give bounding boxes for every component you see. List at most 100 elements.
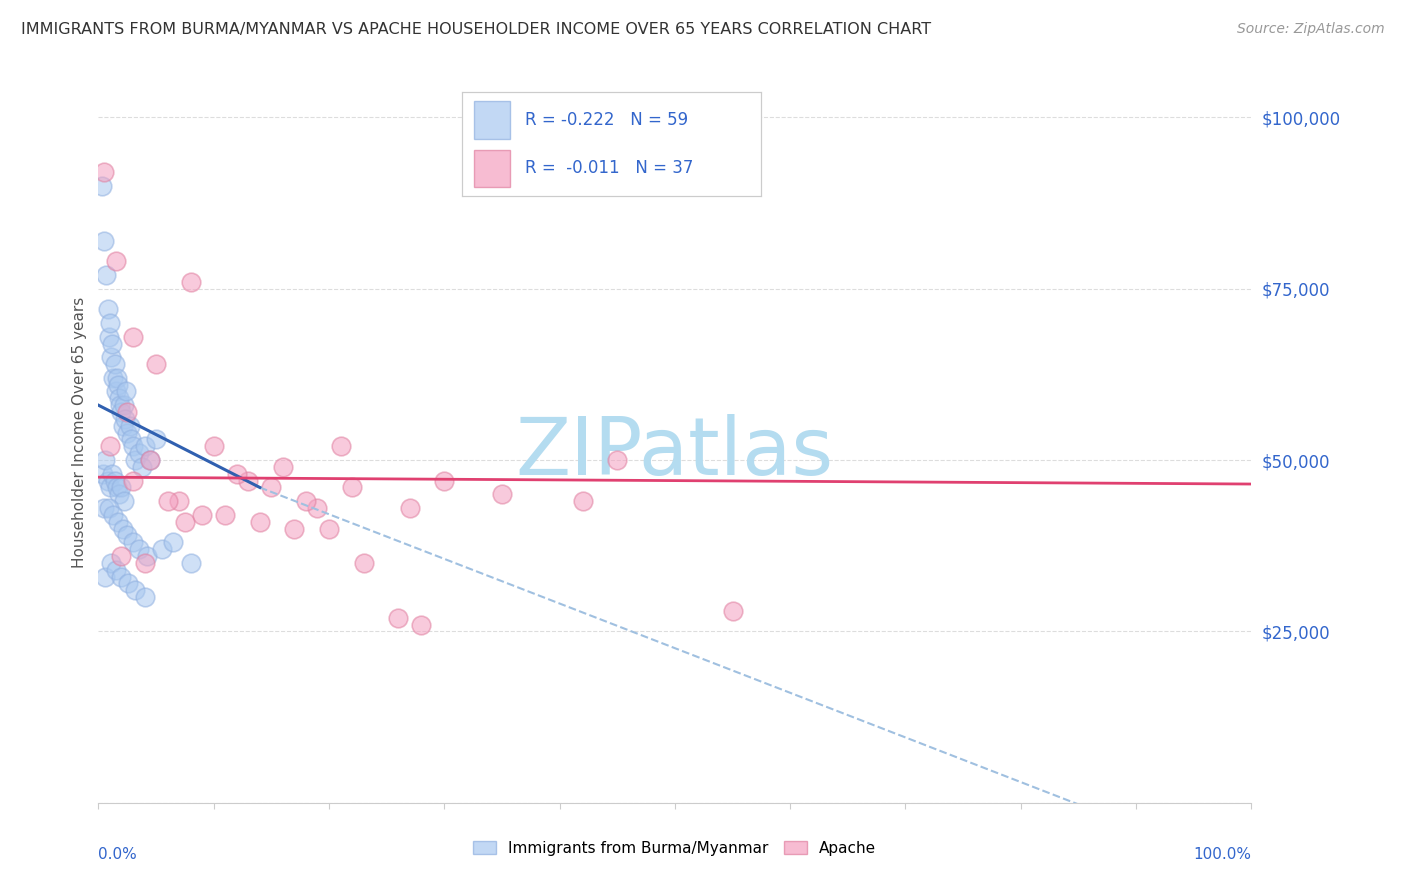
Point (97, 501, 120, 516)
Point (115, 384, 138, 399)
Point (318, 522, 340, 536)
Point (180, 556, 202, 570)
Point (101, 336, 124, 351)
Point (134, 556, 156, 570)
Point (145, 357, 167, 371)
Point (94, 453, 117, 467)
Point (353, 556, 375, 570)
Point (111, 522, 134, 536)
Point (91, 467, 114, 481)
Point (117, 425, 139, 440)
Point (398, 501, 420, 516)
Point (110, 549, 132, 563)
Point (307, 501, 329, 516)
Point (110, 480, 132, 494)
Point (167, 494, 190, 508)
Point (174, 515, 197, 529)
Point (249, 515, 271, 529)
Point (101, 467, 124, 481)
Point (111, 418, 134, 433)
Point (134, 590, 156, 604)
Point (97, 329, 120, 343)
Point (118, 418, 141, 433)
Point (107, 515, 129, 529)
Text: IMMIGRANTS FROM BURMA/MYANMAR VS APACHE HOUSEHOLDER INCOME OVER 65 YEARS CORRELA: IMMIGRANTS FROM BURMA/MYANMAR VS APACHE … (21, 22, 931, 37)
Point (93, 234, 115, 248)
Point (156, 494, 179, 508)
Point (98, 316, 121, 330)
Point (120, 433, 142, 447)
Point (721, 604, 744, 618)
Point (135, 549, 157, 563)
Point (214, 508, 236, 522)
Point (139, 453, 162, 467)
Point (93, 501, 115, 516)
Point (105, 371, 128, 385)
Point (108, 487, 131, 501)
Point (131, 459, 153, 474)
Point (97, 474, 120, 488)
Point (117, 405, 139, 419)
Point (117, 528, 139, 542)
Point (97, 302, 120, 317)
Point (93, 165, 115, 179)
Point (433, 474, 456, 488)
Point (104, 384, 127, 399)
Point (103, 371, 125, 385)
Point (104, 563, 127, 577)
Point (180, 275, 202, 289)
Point (202, 439, 225, 453)
Point (94, 569, 117, 583)
Point (571, 494, 593, 508)
Point (411, 617, 433, 632)
Point (134, 439, 156, 453)
Point (112, 398, 135, 412)
Point (295, 494, 318, 508)
Text: ZIPatlas: ZIPatlas (516, 414, 834, 492)
Text: 0.0%: 0.0% (98, 847, 138, 863)
Y-axis label: Householder Income Over 65 years: Householder Income Over 65 years (72, 297, 87, 568)
Text: Source: ZipAtlas.com: Source: ZipAtlas.com (1237, 22, 1385, 37)
Point (122, 474, 145, 488)
Point (104, 254, 127, 268)
Point (112, 494, 135, 508)
Point (110, 405, 132, 419)
Point (122, 535, 145, 549)
Point (491, 487, 513, 501)
Point (387, 610, 409, 624)
Point (225, 467, 247, 481)
Point (100, 556, 122, 570)
Point (283, 522, 305, 536)
Point (110, 569, 132, 583)
Point (145, 433, 167, 447)
Point (128, 542, 150, 557)
Point (110, 398, 132, 412)
Point (117, 576, 139, 591)
Point (124, 583, 146, 598)
Point (100, 350, 122, 364)
Point (238, 474, 260, 488)
Point (260, 480, 283, 494)
Point (122, 439, 145, 453)
Legend: Immigrants from Burma/Myanmar, Apache: Immigrants from Burma/Myanmar, Apache (467, 835, 883, 862)
Point (103, 357, 125, 371)
Point (606, 453, 628, 467)
Point (122, 329, 145, 343)
Point (162, 535, 184, 549)
Point (103, 508, 125, 522)
Point (128, 446, 150, 460)
Point (124, 453, 146, 467)
Point (340, 480, 363, 494)
Point (271, 459, 294, 474)
Point (107, 377, 129, 392)
Point (96, 268, 118, 282)
Point (105, 480, 128, 494)
Point (90, 178, 112, 193)
Text: 100.0%: 100.0% (1194, 847, 1251, 863)
Point (139, 453, 162, 467)
Point (108, 392, 131, 406)
Point (150, 542, 173, 557)
Point (114, 412, 136, 426)
Point (329, 439, 352, 453)
Point (98, 439, 121, 453)
